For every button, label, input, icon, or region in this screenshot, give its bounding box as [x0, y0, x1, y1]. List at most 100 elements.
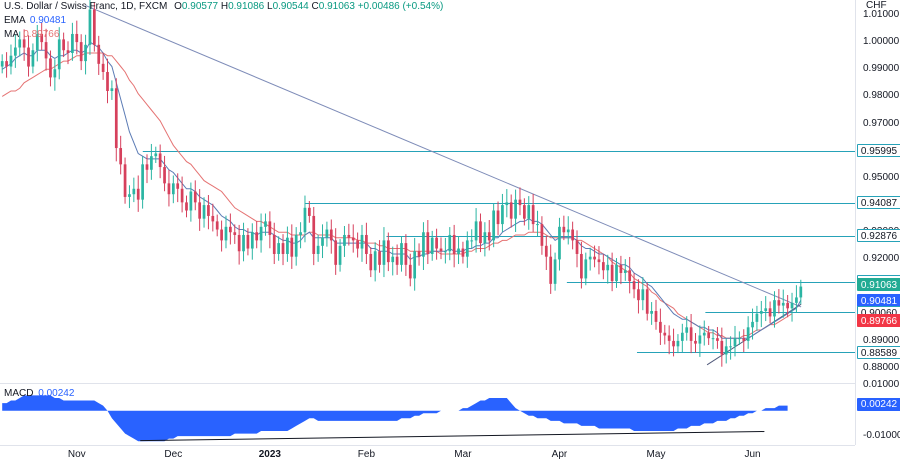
candle-body	[27, 47, 30, 67]
candle-body	[242, 234, 245, 252]
candle-body	[49, 58, 52, 78]
candle-body	[325, 229, 329, 238]
candle-body	[597, 259, 601, 263]
candle-body	[623, 270, 627, 273]
candle-body	[650, 311, 653, 314]
candle-body	[654, 311, 658, 322]
macd-legend[interactable]: MACD 0.00242	[4, 388, 74, 399]
candle-body	[365, 234, 368, 254]
candle-body	[606, 264, 610, 271]
candle-body	[123, 164, 127, 197]
candle-body	[167, 183, 171, 195]
candle-body	[663, 332, 667, 336]
candle-body	[88, 9, 92, 45]
candle-body	[338, 245, 342, 265]
candle-body	[676, 340, 680, 347]
candle-body	[101, 63, 105, 72]
price-tick-label: 1.01000	[863, 8, 900, 20]
candle-body	[40, 33, 44, 43]
candle-body	[768, 308, 772, 317]
candle-body	[391, 256, 395, 263]
candle-body	[351, 237, 355, 241]
candle-body	[764, 308, 768, 312]
ema-label: EMA	[4, 15, 26, 26]
time-tick-label: Apr	[551, 449, 568, 460]
candle-body	[18, 39, 22, 48]
candles	[0, 0, 803, 367]
chart-legend: U.S. Dollar / Swiss Franc, 1D, FXCM O 0.9…	[4, 0, 443, 42]
candle-body	[426, 232, 430, 254]
candle-body	[479, 221, 482, 244]
ohlc-h-key: H	[220, 1, 229, 12]
ema-value: 0.90481	[29, 15, 67, 26]
candle-body	[369, 253, 373, 271]
candle-body	[193, 191, 197, 203]
candle-body	[448, 234, 452, 252]
candle-body	[659, 321, 662, 333]
candle-body	[286, 237, 289, 254]
candle-body	[9, 55, 13, 67]
candle-body	[57, 39, 61, 70]
candle-body	[619, 264, 623, 273]
ohlc-c-key: C	[311, 1, 319, 12]
candle-body	[250, 232, 254, 249]
candle-body	[202, 205, 206, 219]
candle-body	[588, 256, 592, 260]
candle-body	[132, 188, 136, 195]
price-badge: 0.89766	[857, 313, 900, 327]
trendlines	[85, 4, 802, 366]
price-tick-label: 0.99000	[863, 63, 900, 75]
candle-body	[106, 71, 109, 91]
candle-body	[66, 50, 70, 53]
candle-body	[536, 224, 539, 226]
time-tick-label: Jun	[744, 449, 761, 460]
price-tick-label: 0.92000	[863, 253, 900, 265]
ma-label: MA	[4, 29, 19, 40]
ma-row[interactable]: MA 0.89766	[4, 28, 443, 42]
candle-body	[224, 226, 228, 241]
candle-body	[119, 148, 123, 165]
candle-body	[685, 327, 689, 333]
candle-body	[92, 9, 96, 45]
candle-body	[207, 205, 210, 216]
candle-body	[680, 332, 684, 341]
candle-body	[566, 229, 570, 233]
candle-body	[470, 240, 474, 242]
candle-body	[492, 210, 496, 241]
ohlc-c-val: 0.91063	[318, 1, 355, 12]
candle-body	[439, 248, 443, 252]
price-badge: 0.91063	[857, 278, 900, 292]
time-tick-label: Mar	[454, 449, 472, 460]
candle-body	[255, 232, 259, 241]
candle-body	[290, 237, 294, 257]
ohlc-o-key: O	[174, 1, 182, 12]
time-tick-label: 2023	[258, 449, 281, 460]
candle-body	[408, 264, 412, 279]
candle-body	[523, 205, 526, 219]
candle-body	[501, 205, 504, 225]
candle-body	[281, 243, 285, 254]
candle-body	[303, 207, 307, 233]
ema-row[interactable]: EMA 0.90481	[4, 14, 443, 28]
candle-body	[71, 33, 74, 53]
candle-body	[689, 327, 693, 341]
symbol-row: U.S. Dollar / Swiss Franc, 1D, FXCM O 0.9…	[4, 0, 443, 14]
macd-tick-label: 0.01000	[863, 379, 900, 391]
candle-body	[307, 207, 311, 216]
candle-body	[694, 340, 697, 344]
candle-body	[53, 69, 57, 78]
candle-body	[386, 240, 390, 263]
candle-body	[729, 346, 732, 348]
candle-body	[171, 183, 175, 195]
candle-body	[457, 248, 460, 254]
candle-body	[378, 251, 381, 265]
candle-body	[163, 167, 166, 184]
candle-body	[444, 251, 447, 253]
candle-body	[465, 240, 469, 257]
candle-body	[347, 234, 351, 238]
candle-body	[0, 61, 4, 67]
candle-body	[264, 221, 267, 227]
symbol-title[interactable]: U.S. Dollar / Swiss Franc, 1D, FXCM	[4, 1, 168, 12]
candle-body	[487, 232, 491, 241]
